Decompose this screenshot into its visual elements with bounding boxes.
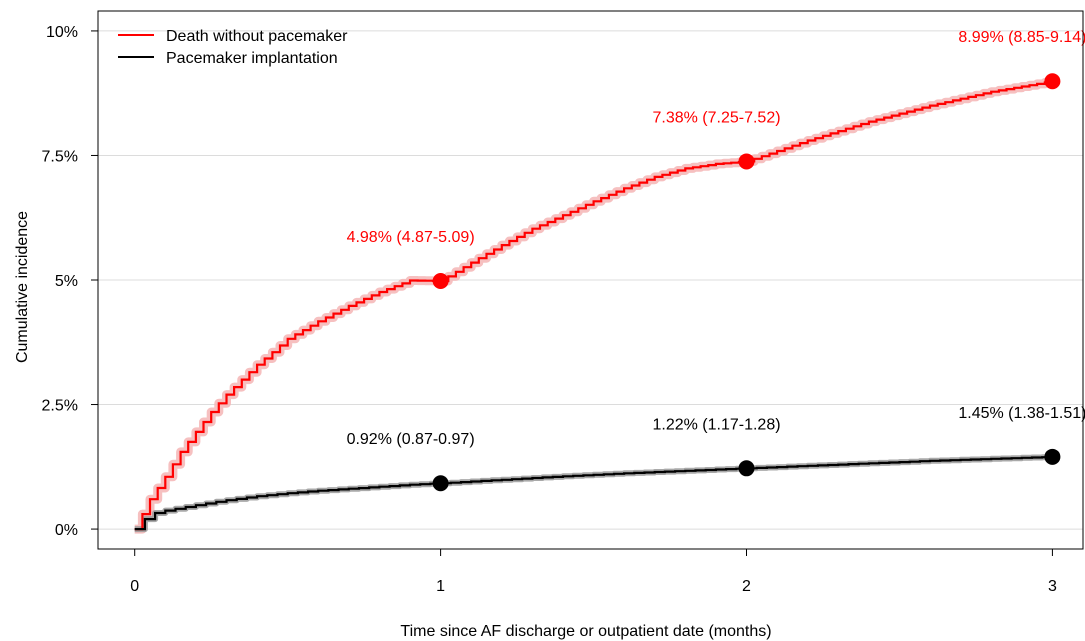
y-tick-label: 2.5% — [42, 398, 78, 415]
legend: Death without pacemaker Pacemaker implant… — [118, 28, 348, 67]
death-without-pacemaker-point-month-1 — [432, 272, 449, 289]
grid-lines — [98, 30, 1083, 530]
y-tick-label: 10% — [46, 24, 78, 41]
legend-label: Pacemaker implantation — [166, 50, 338, 67]
axes: 0% 2.5% 5% 7.5% 10% 0 1 2 3 — [42, 10, 1084, 595]
death-without-pacemaker-point-label: 7.38% (7.25-7.52) — [652, 109, 780, 126]
pacemaker-implantation-point-month-3 — [1044, 448, 1061, 465]
x-tick-label: 2 — [742, 578, 751, 595]
pacemaker-implantation-point-month-1 — [432, 475, 449, 492]
y-tick-label: 0% — [55, 522, 78, 539]
pacemaker-implantation-point-label: 0.92% (0.87-0.97) — [347, 431, 475, 448]
pacemaker-implantation-point-label: 1.22% (1.17-1.28) — [652, 416, 780, 433]
death-without-pacemaker-point-label: 8.99% (8.85-9.14) — [958, 29, 1085, 46]
legend-label: Death without pacemaker — [166, 28, 348, 45]
x-tick-label: 1 — [436, 578, 445, 595]
death-without-pacemaker-point-month-2 — [738, 153, 755, 170]
x-tick-label: 0 — [130, 578, 139, 595]
x-axis-title: Time since AF discharge or outpatient da… — [400, 623, 771, 640]
death-without-pacemaker-point-month-3 — [1044, 73, 1061, 90]
y-tick-label: 7.5% — [42, 148, 78, 165]
y-axis-title: Cumulative incidence — [14, 211, 31, 363]
death-without-pacemaker-line — [134, 81, 1054, 531]
series-lines — [134, 81, 1054, 531]
pacemaker-implantation-line — [134, 456, 1054, 531]
pacemaker-implantation-point-label: 1.45% (1.38-1.51) — [958, 405, 1085, 422]
x-tick-label: 3 — [1048, 578, 1057, 595]
y-tick-label: 5% — [55, 273, 78, 290]
death-without-pacemaker-point-label: 4.98% (4.87-5.09) — [347, 229, 475, 246]
pacemaker-implantation-confidence-band — [134, 454, 1056, 533]
pacemaker-implantation-point-month-2 — [738, 460, 755, 477]
series-markers: 4.98% (4.87-5.09) 7.38% (7.25-7.52) 8.99% … — [347, 29, 1085, 492]
